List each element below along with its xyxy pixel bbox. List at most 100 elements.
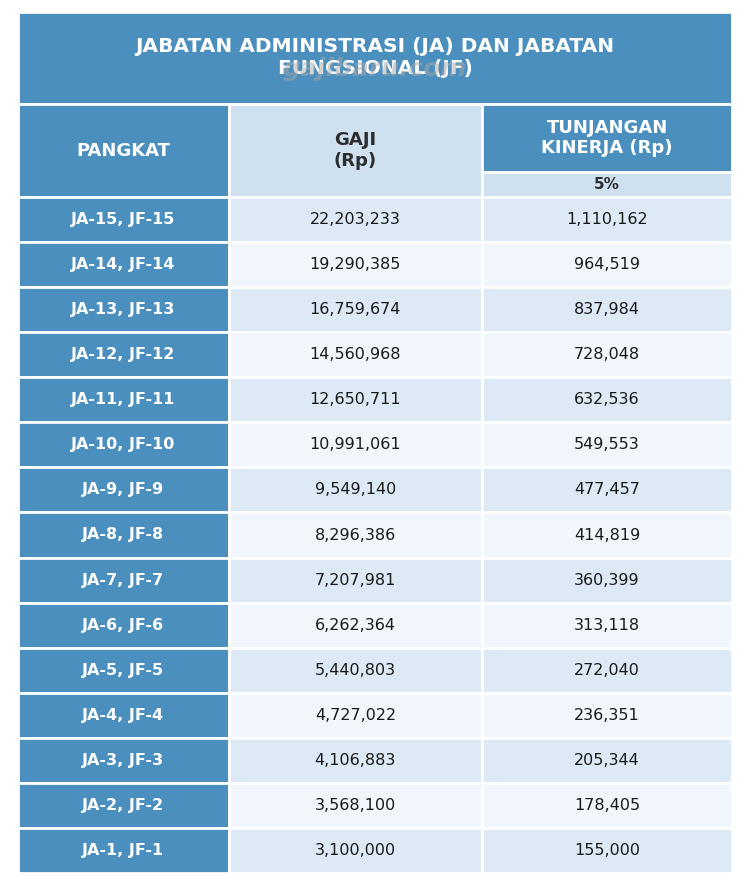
Bar (229, 693, 482, 738)
Text: JA-5, JF-5: JA-5, JF-5 (82, 663, 164, 677)
Bar (482, 557, 732, 602)
Text: JA-10, JF-10: JA-10, JF-10 (71, 437, 176, 452)
Bar (229, 602, 482, 647)
Bar (229, 828, 482, 873)
Bar (18, 287, 229, 332)
Bar (18, 512, 229, 557)
Text: JA-13, JF-13: JA-13, JF-13 (71, 302, 176, 317)
Text: 837,984: 837,984 (574, 302, 640, 317)
Text: 3,100,000: 3,100,000 (315, 843, 396, 858)
Text: JA-2, JF-2: JA-2, JF-2 (82, 798, 164, 813)
Bar (18, 738, 229, 783)
Bar (18, 197, 229, 242)
Text: JA-3, JF-3: JA-3, JF-3 (82, 753, 164, 768)
Text: 360,399: 360,399 (574, 572, 640, 587)
Bar (229, 512, 482, 557)
Bar (229, 104, 482, 197)
Text: 10,991,061: 10,991,061 (310, 437, 401, 452)
Text: 5,440,803: 5,440,803 (315, 663, 396, 677)
Text: JA-7, JF-7: JA-7, JF-7 (82, 572, 164, 587)
Bar (482, 467, 732, 512)
Bar (18, 467, 229, 512)
Text: JABATAN ADMINISTRASI (JA) DAN JABATAN
FUNGSIONAL (JF): JABATAN ADMINISTRASI (JA) DAN JABATAN FU… (136, 37, 614, 79)
Bar (18, 332, 229, 377)
Bar (18, 104, 229, 197)
Bar (229, 647, 482, 693)
Bar (229, 467, 482, 512)
Text: 4,727,022: 4,727,022 (315, 708, 396, 723)
Bar (18, 693, 229, 738)
Text: 236,351: 236,351 (574, 708, 640, 723)
Bar (229, 287, 482, 332)
Text: JA-11, JF-11: JA-11, JF-11 (71, 392, 176, 407)
Bar (482, 647, 732, 693)
Text: 477,457: 477,457 (574, 482, 640, 497)
Text: 16,759,674: 16,759,674 (310, 302, 401, 317)
Bar (229, 738, 482, 783)
Text: JA-6, JF-6: JA-6, JF-6 (82, 617, 164, 632)
Bar (482, 422, 732, 467)
Text: TUNJANGAN
KINERJA (Rp): TUNJANGAN KINERJA (Rp) (542, 118, 673, 157)
Text: 22,203,233: 22,203,233 (310, 212, 401, 227)
Text: 155,000: 155,000 (574, 843, 640, 858)
Text: JA-4, JF-4: JA-4, JF-4 (82, 708, 164, 723)
Bar (18, 12, 732, 104)
Text: 632,536: 632,536 (574, 392, 640, 407)
Bar (229, 377, 482, 422)
Text: 8,296,386: 8,296,386 (315, 527, 396, 542)
Bar (18, 557, 229, 602)
Text: 9,549,140: 9,549,140 (315, 482, 396, 497)
Text: gajibaru.com: gajibaru.com (283, 57, 467, 81)
Bar (482, 512, 732, 557)
Text: 5%: 5% (594, 177, 620, 192)
Text: 14,560,968: 14,560,968 (310, 347, 401, 362)
Text: JA-1, JF-1: JA-1, JF-1 (82, 843, 164, 858)
Bar (482, 828, 732, 873)
Text: JA-9, JF-9: JA-9, JF-9 (82, 482, 164, 497)
Text: 4,106,883: 4,106,883 (315, 753, 396, 768)
Bar (18, 602, 229, 647)
Text: 178,405: 178,405 (574, 798, 640, 813)
Text: 313,118: 313,118 (574, 617, 640, 632)
Bar (482, 602, 732, 647)
Bar (18, 422, 229, 467)
Bar (482, 287, 732, 332)
Text: JA-12, JF-12: JA-12, JF-12 (71, 347, 176, 362)
Bar (18, 377, 229, 422)
Text: GAJI
(Rp): GAJI (Rp) (334, 131, 377, 170)
Bar (18, 783, 229, 828)
Bar (482, 332, 732, 377)
Text: 964,519: 964,519 (574, 257, 640, 272)
Text: JA-8, JF-8: JA-8, JF-8 (82, 527, 164, 542)
Text: 3,568,100: 3,568,100 (315, 798, 396, 813)
Bar (482, 242, 732, 287)
Text: 1,110,162: 1,110,162 (566, 212, 648, 227)
Bar (18, 242, 229, 287)
Text: 7,207,981: 7,207,981 (315, 572, 396, 587)
Text: 272,040: 272,040 (574, 663, 640, 677)
Bar (229, 197, 482, 242)
Bar (229, 332, 482, 377)
Bar (229, 557, 482, 602)
Text: JA-15, JF-15: JA-15, JF-15 (71, 212, 176, 227)
Bar (482, 104, 732, 172)
Bar (482, 172, 732, 197)
Bar (482, 693, 732, 738)
Bar (229, 783, 482, 828)
Text: 728,048: 728,048 (574, 347, 640, 362)
Text: 205,344: 205,344 (574, 753, 640, 768)
Text: 549,553: 549,553 (574, 437, 640, 452)
Text: 19,290,385: 19,290,385 (310, 257, 401, 272)
Bar (229, 242, 482, 287)
Bar (482, 738, 732, 783)
Bar (482, 197, 732, 242)
Text: 12,650,711: 12,650,711 (310, 392, 401, 407)
Bar (482, 377, 732, 422)
Text: JA-14, JF-14: JA-14, JF-14 (71, 257, 176, 272)
Bar (18, 647, 229, 693)
Text: PANGKAT: PANGKAT (76, 141, 170, 160)
Text: 6,262,364: 6,262,364 (315, 617, 396, 632)
Text: 414,819: 414,819 (574, 527, 640, 542)
Bar (482, 783, 732, 828)
Bar (18, 828, 229, 873)
